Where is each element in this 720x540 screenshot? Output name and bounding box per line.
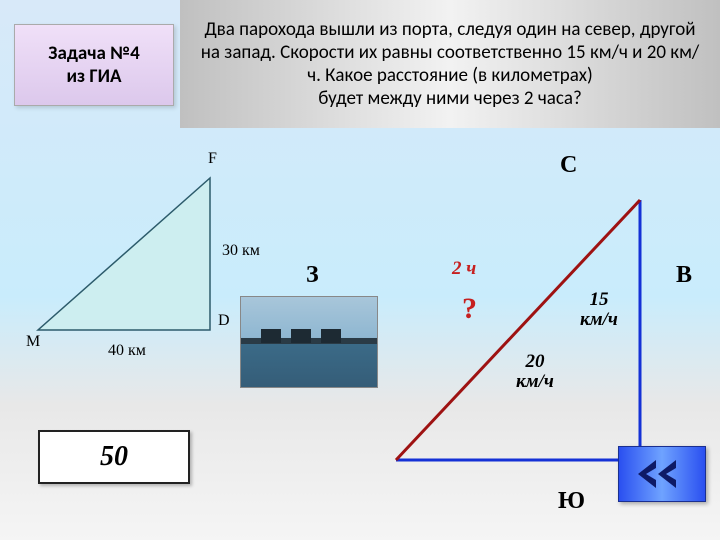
task-label-line1: Задача №4 <box>48 42 139 65</box>
side-fd-label: 30 км <box>222 242 260 260</box>
answer-value: 50 <box>100 441 128 473</box>
task-label: Задача №4 из ГИА <box>48 42 139 88</box>
photo-boat <box>291 329 311 343</box>
task-label-box: Задача №4 из ГИА <box>14 24 174 106</box>
compass-south: Ю <box>558 488 585 515</box>
task-label-line2: из ГИА <box>48 65 139 88</box>
speed-north-label: 15 км/ч <box>580 290 618 330</box>
double-left-arrow-icon <box>632 456 692 492</box>
speed-west-unit: км/ч <box>516 372 554 392</box>
speed-west-value: 20 <box>516 352 554 372</box>
photo-boat <box>321 329 341 343</box>
speed-north-value: 15 <box>580 290 618 310</box>
problem-banner: Два парохода вышли из порта, следуя один… <box>180 0 720 128</box>
answer-box: 50 <box>38 430 190 484</box>
side-md-label: 40 км <box>108 342 146 360</box>
port-photo <box>240 296 378 388</box>
speed-north-unit: км/ч <box>580 310 618 330</box>
vertex-d: D <box>218 312 230 330</box>
problem-text: Два парохода вышли из порта, следуя один… <box>198 18 702 111</box>
question-mark: ? <box>462 292 477 326</box>
photo-boat <box>261 329 281 343</box>
compass-east: В <box>676 262 692 289</box>
vertex-m: M <box>26 333 40 351</box>
speed-west-label: 20 км/ч <box>516 352 554 392</box>
prev-slide-button[interactable] <box>618 446 706 502</box>
compass-north: С <box>560 152 577 179</box>
time-label: 2 ч <box>452 258 476 280</box>
vertex-f: F <box>208 150 217 168</box>
compass-west: З <box>306 262 319 289</box>
